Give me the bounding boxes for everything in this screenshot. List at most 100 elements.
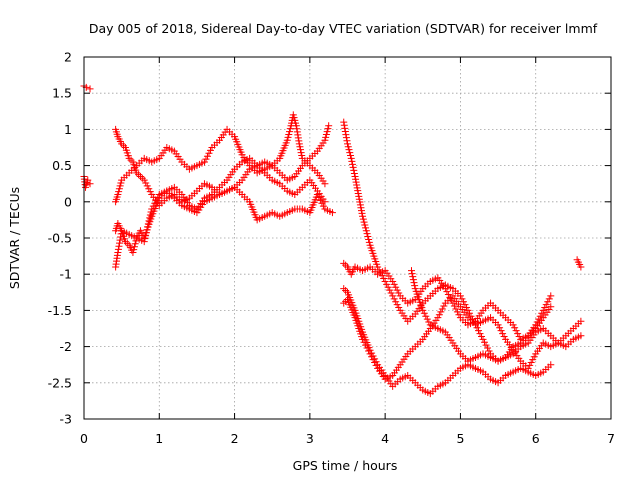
- data-point: [529, 356, 537, 364]
- data-point: [380, 275, 388, 283]
- data-point: [117, 179, 125, 187]
- data-point: [366, 346, 374, 354]
- data-point: [453, 308, 461, 316]
- data-point: [202, 155, 210, 163]
- data-point: [541, 304, 549, 312]
- data-point: [284, 133, 292, 141]
- data-point: [154, 193, 162, 201]
- x-tick-label: 7: [607, 431, 615, 446]
- x-tick-label: 6: [532, 431, 540, 446]
- data-point: [340, 121, 348, 129]
- data-point: [342, 261, 350, 269]
- x-tick-label: 1: [155, 431, 163, 446]
- series-arc-d: [112, 111, 329, 206]
- data-point: [437, 308, 445, 316]
- x-tick-label: 3: [306, 431, 314, 446]
- data-point: [149, 202, 157, 210]
- data-point: [349, 160, 357, 168]
- data-point: [147, 208, 155, 216]
- data-point: [485, 347, 493, 355]
- data-point: [538, 309, 546, 317]
- data-point: [340, 299, 348, 307]
- x-axis-label: GPS time / hours: [293, 458, 398, 473]
- data-point: [515, 332, 523, 340]
- data-point: [140, 238, 148, 246]
- data-point: [151, 199, 159, 207]
- data-point: [324, 125, 332, 133]
- data-point: [434, 314, 442, 322]
- data-point: [86, 180, 94, 188]
- data-point: [347, 154, 355, 162]
- series-arc-f: [112, 183, 336, 246]
- data-point: [142, 179, 150, 187]
- data-point: [409, 276, 417, 284]
- x-tick-label: 0: [80, 431, 88, 446]
- data-point: [152, 196, 160, 204]
- data-point: [526, 361, 534, 369]
- data-point: [511, 324, 519, 332]
- data-point: [360, 218, 368, 226]
- y-tick-label: 1: [64, 122, 72, 137]
- data-point: [358, 209, 366, 217]
- data-point: [411, 282, 419, 290]
- data-point: [500, 332, 508, 340]
- data-point: [323, 128, 331, 136]
- data-point: [365, 235, 373, 243]
- data-point: [435, 311, 443, 319]
- data-point: [321, 180, 329, 188]
- data-point: [392, 298, 400, 306]
- data-point: [350, 169, 358, 177]
- data-point: [389, 277, 397, 285]
- data-point: [542, 301, 550, 309]
- data-point: [348, 157, 356, 165]
- axis-ticks: 0 1 2 3 4 5 6 7 2 1.5 1 0.5 0 -0.5 -1 -1.5 -2 -2.5 -3: [48, 50, 615, 447]
- data-point: [390, 280, 398, 288]
- data-point: [390, 295, 398, 303]
- data-point: [322, 130, 330, 138]
- data-point: [545, 295, 553, 303]
- data-point: [365, 238, 373, 246]
- data-point: [319, 202, 327, 210]
- data-point: [530, 353, 538, 361]
- data-point: [86, 85, 94, 93]
- data-point: [143, 182, 151, 190]
- data-point: [395, 304, 403, 312]
- y-tick-label: -2: [60, 339, 72, 354]
- series-arc-k: [407, 267, 555, 365]
- data-point: [114, 191, 122, 199]
- data-point: [344, 140, 351, 148]
- data-point: [409, 273, 417, 281]
- data-point: [476, 330, 484, 338]
- data-point: [206, 146, 214, 154]
- data-point: [408, 270, 416, 278]
- data-point: [462, 304, 470, 312]
- data-point: [142, 232, 150, 240]
- data-point: [356, 201, 364, 209]
- data-point: [297, 149, 305, 157]
- data-point: [474, 327, 482, 335]
- data-point: [142, 229, 150, 237]
- data-point: [293, 128, 301, 136]
- y-tick-label: 2: [64, 50, 72, 65]
- data-point: [315, 193, 323, 201]
- data-point: [527, 359, 535, 367]
- data-point: [200, 158, 208, 166]
- data-point: [295, 137, 303, 145]
- data-point: [481, 338, 489, 346]
- data-point: [484, 344, 492, 352]
- data-point: [425, 318, 433, 326]
- data-point: [473, 324, 481, 332]
- data-point: [205, 149, 213, 157]
- data-point: [461, 301, 469, 309]
- data-point: [438, 305, 446, 313]
- chart-title: Day 005 of 2018, Sidereal Day-to-day VTE…: [89, 21, 598, 36]
- data-point: [297, 146, 305, 154]
- data-point: [387, 289, 395, 297]
- data-point: [140, 176, 148, 184]
- data-point: [423, 315, 431, 323]
- data-point: [393, 301, 401, 309]
- y-tick-label: -0.5: [48, 231, 72, 246]
- data-point: [362, 227, 370, 235]
- data-point: [283, 136, 291, 144]
- data-point: [114, 245, 122, 253]
